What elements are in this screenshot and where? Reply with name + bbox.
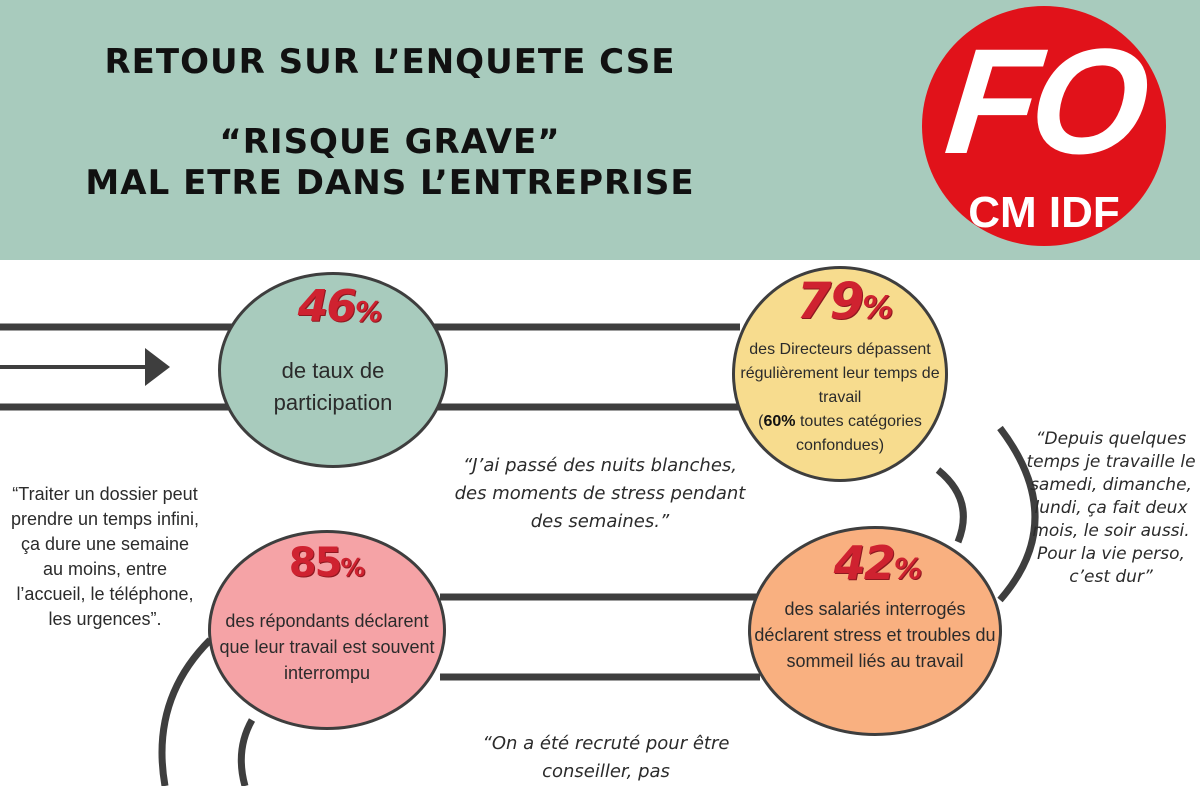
stat-value: 46%	[297, 281, 383, 332]
arrow-head-icon	[145, 348, 170, 386]
quote-conseiller: “On a été recruté pour être conseiller, …	[482, 733, 730, 782]
stat-bubble-directors-overtime: 79% des Directeurs dépassent régulièreme…	[732, 266, 948, 482]
inner-curve-left	[237, 718, 256, 786]
stat-value: 79%	[796, 272, 894, 330]
stat-description: de taux de participation	[273, 358, 393, 415]
stat-description: des Directeurs dépassent régulièrement l…	[740, 341, 940, 454]
quote-weekend-work: “Depuis quelques temps je travaille le s…	[1026, 429, 1196, 587]
inner-curve	[935, 467, 967, 544]
page-subtitle-malaise: MAL ETRE DANS L’ENTREPRISE	[85, 163, 695, 203]
stat-value: 42%	[833, 536, 923, 590]
fo-logo: FO CM IDF	[922, 6, 1166, 246]
quote-nuits-blanches: “J’ai passé des nuits blanches, des mome…	[454, 455, 746, 532]
stat-value: 85%	[288, 540, 366, 586]
outer-curve-left	[158, 637, 213, 786]
stat-bubble-participation: 46% de taux de participation	[218, 272, 448, 468]
stat-description: des salariés interrogés déclarent stress…	[754, 599, 996, 671]
page-subtitle-risk: “RISQUE GRAVE”	[219, 122, 561, 162]
stat-bubble-interruptions: 85% des répondants déclarent que leur tr…	[208, 530, 446, 730]
page-title: RETOUR SUR L’ENQUETE CSE	[104, 42, 676, 82]
stat-bubble-stress-sleep: 42% des salariés interrogés déclarent st…	[748, 526, 1002, 736]
header-banner: RETOUR SUR L’ENQUETE CSE “RISQUE GRAVE” …	[0, 0, 1200, 260]
quote-dossier: “Traiter un dossier peut prendre un temp…	[10, 484, 200, 629]
stat-description: des répondants déclarent que leur travai…	[219, 611, 435, 683]
logo-sub-text: CM IDF	[968, 188, 1120, 237]
outer-curve	[997, 425, 1039, 603]
